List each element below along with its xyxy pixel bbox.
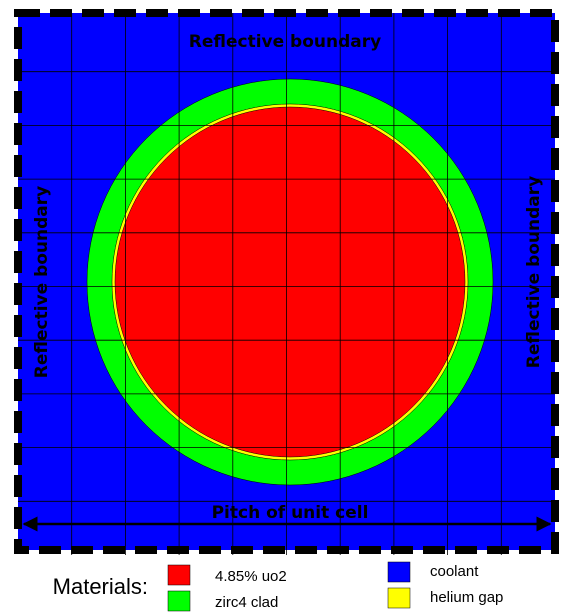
legend-label: zirc4 clad: [215, 594, 278, 611]
pitch-label: Pitch of unit cell: [212, 503, 369, 523]
top-label: Reflective boundary: [189, 32, 381, 52]
legend-swatch: [167, 564, 191, 586]
mesh-grid: [18, 13, 555, 555]
legend-swatch: [167, 590, 191, 612]
legend-label: 4.85% uo2: [215, 568, 287, 585]
left-label: Reflective boundary: [32, 186, 52, 378]
legend-swatch: [387, 587, 411, 609]
legend-title: Materials:: [53, 574, 148, 599]
legend-label: coolant: [430, 563, 479, 580]
right-label: Reflective boundary: [524, 176, 544, 368]
legend: 4.85% uo2 zirc4 clad coolant helium gap: [167, 561, 503, 612]
legend-label: helium gap: [430, 589, 503, 606]
legend-swatch: [387, 561, 411, 583]
boundary: [14, 9, 559, 554]
fuel-region: [114, 106, 466, 458]
